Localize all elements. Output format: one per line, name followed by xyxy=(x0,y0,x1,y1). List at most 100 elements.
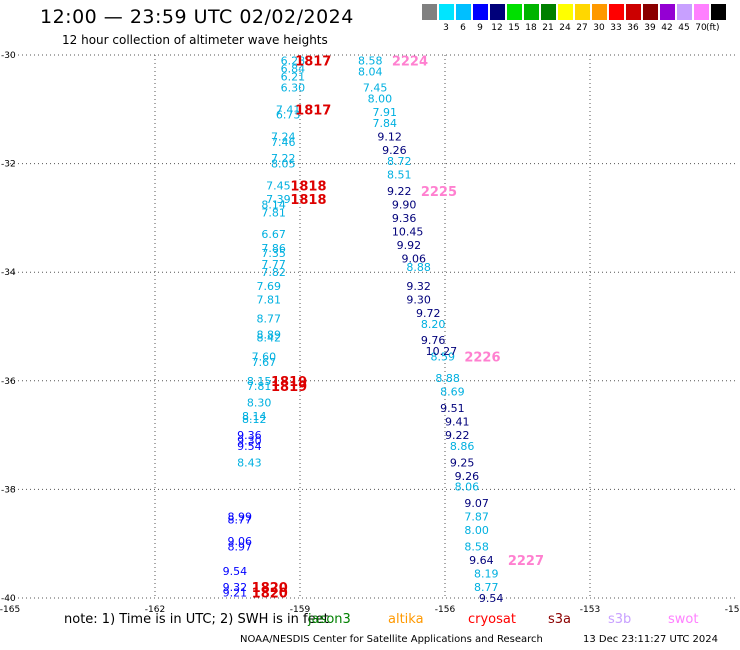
wave-height-value: 8.12 xyxy=(242,413,267,426)
wave-height-value: 7.22 xyxy=(271,152,296,165)
longitude-tick-label: -162 xyxy=(145,605,165,615)
wave-height-value: 6.84 xyxy=(281,63,306,76)
wave-height-value: 9.22 xyxy=(387,185,412,198)
wave-height-value: 8.77 xyxy=(257,312,282,325)
pass-time-label: 1818 xyxy=(290,193,326,208)
pass-time-label: 2227 xyxy=(508,554,544,569)
wave-height-value: 6.73 xyxy=(276,109,301,122)
wave-height-value: 9.12 xyxy=(377,130,402,143)
wave-height-value: 10.27 xyxy=(426,345,458,358)
wave-height-value: 8.42 xyxy=(257,331,282,344)
page-title: 12:00 — 23:59 UTC 02/02/2024 xyxy=(40,6,354,28)
color-scale-swatch xyxy=(490,4,505,20)
latitude-tick-label: -38 xyxy=(1,485,16,495)
map-grid xyxy=(10,54,735,599)
color-scale-swatch xyxy=(592,4,607,20)
wave-height-value: 8.20 xyxy=(421,318,446,331)
color-scale-swatch xyxy=(711,4,726,20)
wave-height-value: 7.45 xyxy=(363,82,388,95)
wave-height-value: 8.04 xyxy=(358,65,383,78)
wave-height-value: 9.64 xyxy=(469,554,494,567)
wave-height-value: 8.88 xyxy=(435,372,460,385)
pass-time-label: 1819 xyxy=(271,375,307,390)
wave-height-value: 9.22 xyxy=(445,429,470,442)
longitude-tick-label: -156 xyxy=(435,605,456,615)
color-scale-swatch xyxy=(422,4,437,20)
pass-time-label: 1817 xyxy=(295,103,331,118)
wave-height-value: 8.89 xyxy=(257,329,282,342)
color-scale-label: 27 xyxy=(576,23,588,33)
wave-height-value: 6.28 xyxy=(281,54,306,67)
wave-height-value: 9.54 xyxy=(479,592,504,605)
generated-timestamp: 13 Dec 23:11:27 UTC 2024 xyxy=(583,634,718,645)
wave-height-value: 7.82 xyxy=(261,266,286,279)
wave-height-value: 9.36 xyxy=(237,429,262,442)
mission-legend-item: altika xyxy=(388,612,424,627)
wave-height-value: 6.67 xyxy=(261,228,286,241)
wave-height-value: 9.32 xyxy=(406,280,431,293)
color-scale-label: 24 xyxy=(559,23,571,33)
wave-height-value: 7.81 xyxy=(247,380,271,393)
wave-height-value: 9.25 xyxy=(450,456,475,469)
map-axis-ticks: -165 -162 -159 -156 -153 -150 -30 -32 -34 -36 -38 -… xyxy=(0,51,740,615)
wave-height-readings: 6.286.846.216.30 7.416.73 7.247.46 7.228.05… xyxy=(223,54,504,605)
wave-height-value: 8.86 xyxy=(450,440,475,453)
wave-height-value: 9.72 xyxy=(416,307,441,320)
wave-height-value: 7.35 xyxy=(261,247,286,260)
wave-height-value: 8.99 xyxy=(228,511,253,524)
color-scale-label: 18 xyxy=(525,23,537,33)
color-scale-label: 3 xyxy=(443,23,449,33)
color-scale-label: 36 xyxy=(627,23,639,33)
color-scale-swatch xyxy=(643,4,658,20)
mission-legend-item: cryosat xyxy=(468,612,516,627)
wave-height-value: 9.76 xyxy=(421,334,446,347)
pass-time-label: 1817 xyxy=(295,54,331,69)
wave-height-value: 8.58 xyxy=(464,540,489,553)
color-scale-swatch xyxy=(524,4,539,20)
color-scale-label: 12 xyxy=(491,23,503,33)
pass-time-label: 2224 xyxy=(392,54,428,69)
color-scale-swatch xyxy=(507,4,522,20)
pass-time-label: 2225 xyxy=(421,185,457,200)
wave-height-value: 9.32 xyxy=(223,581,248,594)
wave-height-value: 9.06 xyxy=(402,253,427,266)
color-scale-label: 6 xyxy=(460,23,466,33)
wave-height-value: 7.67 xyxy=(252,356,277,369)
wave-height-value: 7.81 xyxy=(257,293,282,306)
footer-note: note: 1) Time is in UTC; 2) SWH is in fe… xyxy=(64,612,329,627)
longitude-tick-label: -159 xyxy=(290,605,311,615)
wave-height-value: 9.30 xyxy=(406,293,431,306)
longitude-tick-label: -165 xyxy=(0,605,20,615)
wave-height-value: 8.69 xyxy=(440,386,465,399)
wave-height-value: 7.77 xyxy=(261,258,286,271)
wave-height-value: 9.51 xyxy=(440,402,465,415)
color-scale-swatch xyxy=(694,4,709,20)
latitude-tick-label: -34 xyxy=(1,268,16,278)
pass-time-label: 1818 xyxy=(290,179,326,194)
pass-time-label: 1820 xyxy=(252,581,288,596)
color-scale-label: 30 xyxy=(593,23,605,33)
longitude-tick-label: -153 xyxy=(580,605,600,615)
wave-height-value: 8.72 xyxy=(387,155,412,168)
color-scale-label: 39 xyxy=(644,23,656,33)
mission-legend-item: s3b xyxy=(608,612,632,627)
color-scale-swatch xyxy=(609,4,624,20)
wave-height-value: 7.60 xyxy=(252,350,277,363)
color-scale-label: 45 xyxy=(678,23,690,33)
wave-height-value: 7.39 xyxy=(266,193,291,206)
wave-height-value: 8.97 xyxy=(228,540,253,553)
wave-height-value: 8.88 xyxy=(406,261,431,274)
wave-height-value: 8.14 xyxy=(261,198,286,211)
mission-legend-item: swot xyxy=(668,612,699,627)
color-scale-swatch xyxy=(558,4,573,20)
wave-height-value: 8.77 xyxy=(474,581,499,594)
mission-legend-item: s3a xyxy=(548,612,572,627)
wave-height-value: 8.06 xyxy=(455,481,480,494)
wave-height-value: 9.36 xyxy=(392,212,417,225)
color-scale-swatch xyxy=(626,4,641,20)
wave-height-value: 9.21 xyxy=(223,587,248,600)
color-scale-label: 70 xyxy=(695,23,707,33)
wave-height-value: 9.54 xyxy=(223,565,248,578)
wave-height-value: 10.45 xyxy=(392,225,424,238)
